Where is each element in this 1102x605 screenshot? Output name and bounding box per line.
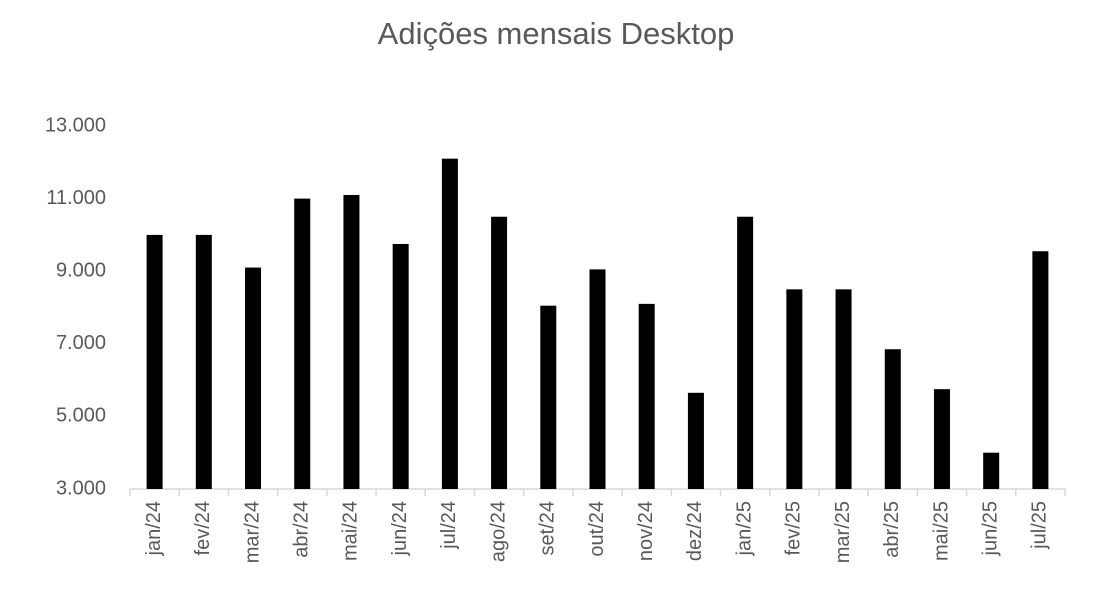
x-tick-label: mai/25 [930, 501, 952, 561]
x-tick-label: dez/24 [684, 501, 706, 561]
bar [933, 389, 950, 489]
x-tick-label: mai/24 [340, 501, 362, 561]
x-tick-label: fev/25 [783, 501, 805, 555]
bar [835, 289, 852, 489]
bar [195, 234, 212, 489]
bar [245, 267, 262, 489]
bar [687, 392, 704, 489]
bar [589, 269, 606, 489]
x-tick-label: jul/24 [438, 501, 460, 550]
y-tick-label: 13.000 [45, 114, 106, 136]
bar [491, 216, 508, 489]
x-tick-label: abr/25 [881, 501, 903, 558]
x-tick-label: nov/24 [635, 501, 657, 561]
x-tick-label: out/24 [586, 501, 608, 557]
x-tick-label: mar/25 [832, 501, 854, 563]
bar [343, 194, 360, 489]
x-tick-label: abr/24 [291, 501, 313, 558]
x-tick-label: jun/24 [389, 501, 411, 557]
y-tick-label: 5.000 [56, 405, 106, 427]
bar [737, 216, 754, 489]
y-tick-label: 7.000 [56, 332, 106, 354]
chart-title: Adições mensais Desktop [378, 16, 735, 51]
bar [146, 234, 163, 489]
x-tick-label: jul/25 [1029, 501, 1051, 550]
bar [392, 243, 409, 489]
bar [786, 289, 803, 489]
bar [540, 305, 557, 489]
x-tick-label: jan/25 [733, 501, 755, 557]
x-tick-label: set/24 [537, 501, 559, 555]
y-tick-label: 9.000 [56, 259, 106, 281]
bar [638, 303, 655, 489]
bar [294, 198, 311, 489]
bar [441, 158, 458, 490]
bar [884, 349, 901, 489]
x-tick-label: fev/24 [192, 501, 214, 555]
x-tick-label: jan/24 [143, 501, 165, 557]
bar [1032, 251, 1049, 489]
y-tick-label: 11.000 [46, 187, 106, 209]
y-tick-label: 3.000 [56, 477, 106, 499]
x-tick-label: jun/25 [979, 501, 1001, 557]
x-tick-label: ago/24 [487, 501, 509, 562]
x-tick-label: mar/24 [241, 501, 263, 563]
bar [983, 452, 1000, 489]
